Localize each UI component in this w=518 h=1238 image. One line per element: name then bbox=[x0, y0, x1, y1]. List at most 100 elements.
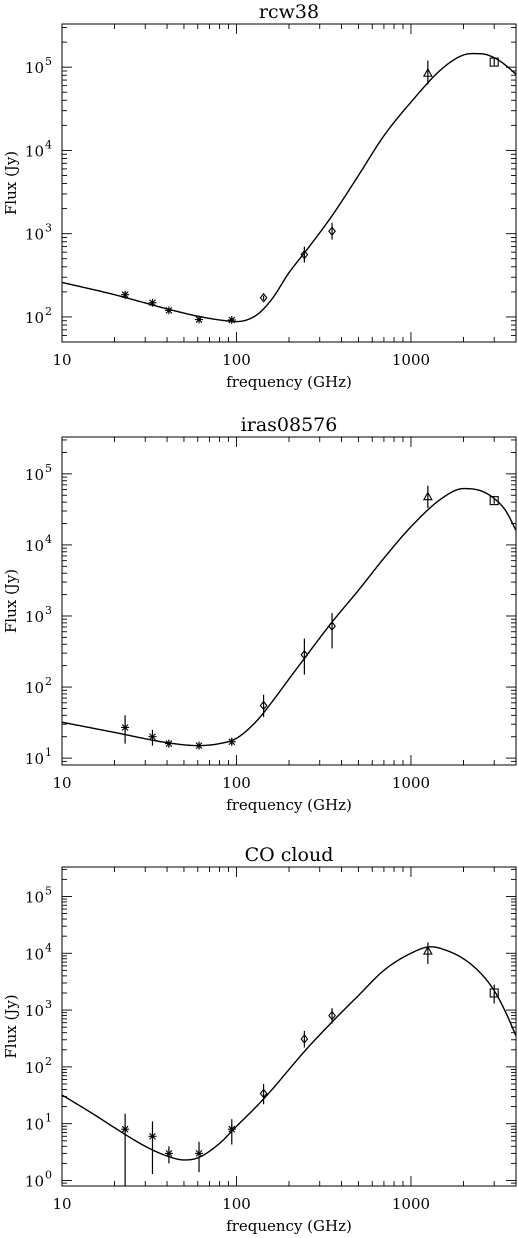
y-tick-exponent: 4 bbox=[45, 138, 52, 151]
point-triangle bbox=[422, 67, 433, 77]
y-tick-base: 10 bbox=[25, 945, 44, 963]
x-tick-label: 10 bbox=[52, 774, 71, 792]
point-diamond bbox=[328, 621, 336, 632]
point-diamond bbox=[300, 249, 309, 260]
y-tick-label: 10 5 bbox=[25, 462, 52, 484]
x-tick-label: 100 bbox=[222, 1195, 251, 1213]
point-diamond bbox=[259, 292, 268, 303]
x-tick-label: 100 bbox=[222, 774, 251, 792]
point-asterisk bbox=[227, 1125, 236, 1134]
point-asterisk bbox=[148, 732, 157, 741]
y-tick-label: 10 3 bbox=[25, 222, 52, 244]
point-asterisk bbox=[121, 290, 130, 299]
y-tick-label: 10 1 bbox=[25, 746, 52, 768]
x-tick-label: 1000 bbox=[392, 1195, 430, 1213]
y-tick-exponent: 2 bbox=[45, 305, 52, 318]
x-axis-label: frequency (GHz) bbox=[226, 796, 352, 814]
y-tick-exponent: 3 bbox=[45, 222, 52, 235]
y-tick-label: 10 5 bbox=[25, 884, 52, 906]
y-tick-base: 10 bbox=[25, 750, 44, 768]
y-tick-label: 10 0 bbox=[25, 1168, 52, 1190]
y-tick-label: 10 4 bbox=[25, 138, 52, 160]
y-axis-label: Flux (Jy) bbox=[2, 569, 20, 633]
point-asterisk bbox=[148, 298, 157, 307]
x-tick-label: 100 bbox=[222, 351, 251, 369]
point-asterisk bbox=[195, 1149, 204, 1158]
y-tick-label: 10 4 bbox=[25, 941, 52, 963]
chart-panel-2: iras08576 frequency (GHz) Flux (Jy) 10 100 10… bbox=[2, 414, 517, 814]
point-asterisk bbox=[121, 1125, 130, 1134]
y-tick-label: 10 3 bbox=[25, 998, 52, 1020]
y-tick-exponent: 3 bbox=[45, 604, 52, 617]
point-asterisk bbox=[164, 739, 173, 748]
y-tick-label: 10 2 bbox=[25, 305, 52, 327]
y-tick-base: 10 bbox=[25, 226, 44, 244]
point-square bbox=[489, 988, 499, 998]
y-tick-exponent: 2 bbox=[45, 675, 52, 688]
y-tick-base: 10 bbox=[25, 888, 44, 906]
y-axis-label: Flux (Jy) bbox=[2, 151, 20, 215]
point-asterisk bbox=[195, 315, 204, 324]
point-asterisk bbox=[227, 315, 236, 324]
point-square bbox=[489, 496, 499, 506]
point-asterisk bbox=[195, 741, 204, 750]
model-curve bbox=[62, 487, 516, 747]
y-tick-base: 10 bbox=[25, 1116, 44, 1134]
point-diamond bbox=[259, 700, 268, 711]
x-tick-label: 1000 bbox=[392, 774, 430, 792]
model-curve bbox=[62, 946, 516, 1161]
plot-frame bbox=[61, 436, 517, 766]
y-tick-exponent: 3 bbox=[45, 998, 52, 1011]
point-asterisk bbox=[227, 737, 236, 746]
point-diamond bbox=[328, 1010, 336, 1021]
y-tick-base: 10 bbox=[25, 466, 44, 484]
point-diamond bbox=[328, 226, 336, 237]
point-asterisk bbox=[164, 306, 173, 315]
chart-title: rcw38 bbox=[259, 1, 319, 23]
y-tick-exponent: 2 bbox=[45, 1055, 52, 1068]
y-tick-label: 10 3 bbox=[25, 604, 52, 626]
x-tick-label: 10 bbox=[52, 1195, 71, 1213]
x-tick-label: 1000 bbox=[392, 351, 430, 369]
point-triangle bbox=[422, 491, 433, 501]
y-tick-base: 10 bbox=[25, 1172, 44, 1190]
y-tick-exponent: 4 bbox=[45, 941, 52, 954]
y-tick-exponent: 4 bbox=[45, 533, 52, 546]
y-tick-exponent: 1 bbox=[45, 746, 52, 759]
point-diamond bbox=[259, 1088, 268, 1099]
y-tick-base: 10 bbox=[25, 59, 44, 77]
x-tick-label: 10 bbox=[52, 351, 71, 369]
point-asterisk bbox=[148, 1132, 157, 1141]
y-tick-label: 10 4 bbox=[25, 533, 52, 555]
y-tick-label: 10 5 bbox=[25, 55, 52, 77]
y-tick-exponent: 1 bbox=[45, 1112, 52, 1125]
x-axis-label: frequency (GHz) bbox=[226, 1217, 352, 1235]
y-tick-base: 10 bbox=[25, 679, 44, 697]
y-tick-base: 10 bbox=[25, 1002, 44, 1020]
y-tick-exponent: 5 bbox=[45, 884, 52, 897]
y-tick-exponent: 5 bbox=[45, 55, 52, 68]
chart-title: iras08576 bbox=[241, 414, 338, 436]
point-diamond bbox=[300, 649, 309, 660]
y-axis-label: Flux (Jy) bbox=[2, 994, 20, 1058]
y-tick-exponent: 0 bbox=[45, 1168, 52, 1181]
y-tick-label: 10 2 bbox=[25, 1055, 52, 1077]
y-tick-label: 10 1 bbox=[25, 1112, 52, 1134]
y-tick-base: 10 bbox=[25, 537, 44, 555]
point-square bbox=[489, 57, 499, 67]
y-tick-exponent: 5 bbox=[45, 462, 52, 475]
y-tick-base: 10 bbox=[25, 1059, 44, 1077]
chart-title: CO cloud bbox=[245, 844, 334, 866]
y-tick-base: 10 bbox=[25, 608, 44, 626]
model-curve bbox=[62, 52, 516, 323]
plot-frame bbox=[61, 23, 517, 343]
x-axis-label: frequency (GHz) bbox=[226, 373, 352, 391]
y-tick-base: 10 bbox=[25, 142, 44, 160]
point-asterisk bbox=[164, 1149, 173, 1158]
point-diamond bbox=[300, 1034, 309, 1044]
y-tick-label: 10 2 bbox=[25, 675, 52, 697]
point-asterisk bbox=[121, 723, 130, 732]
point-triangle bbox=[422, 945, 433, 955]
